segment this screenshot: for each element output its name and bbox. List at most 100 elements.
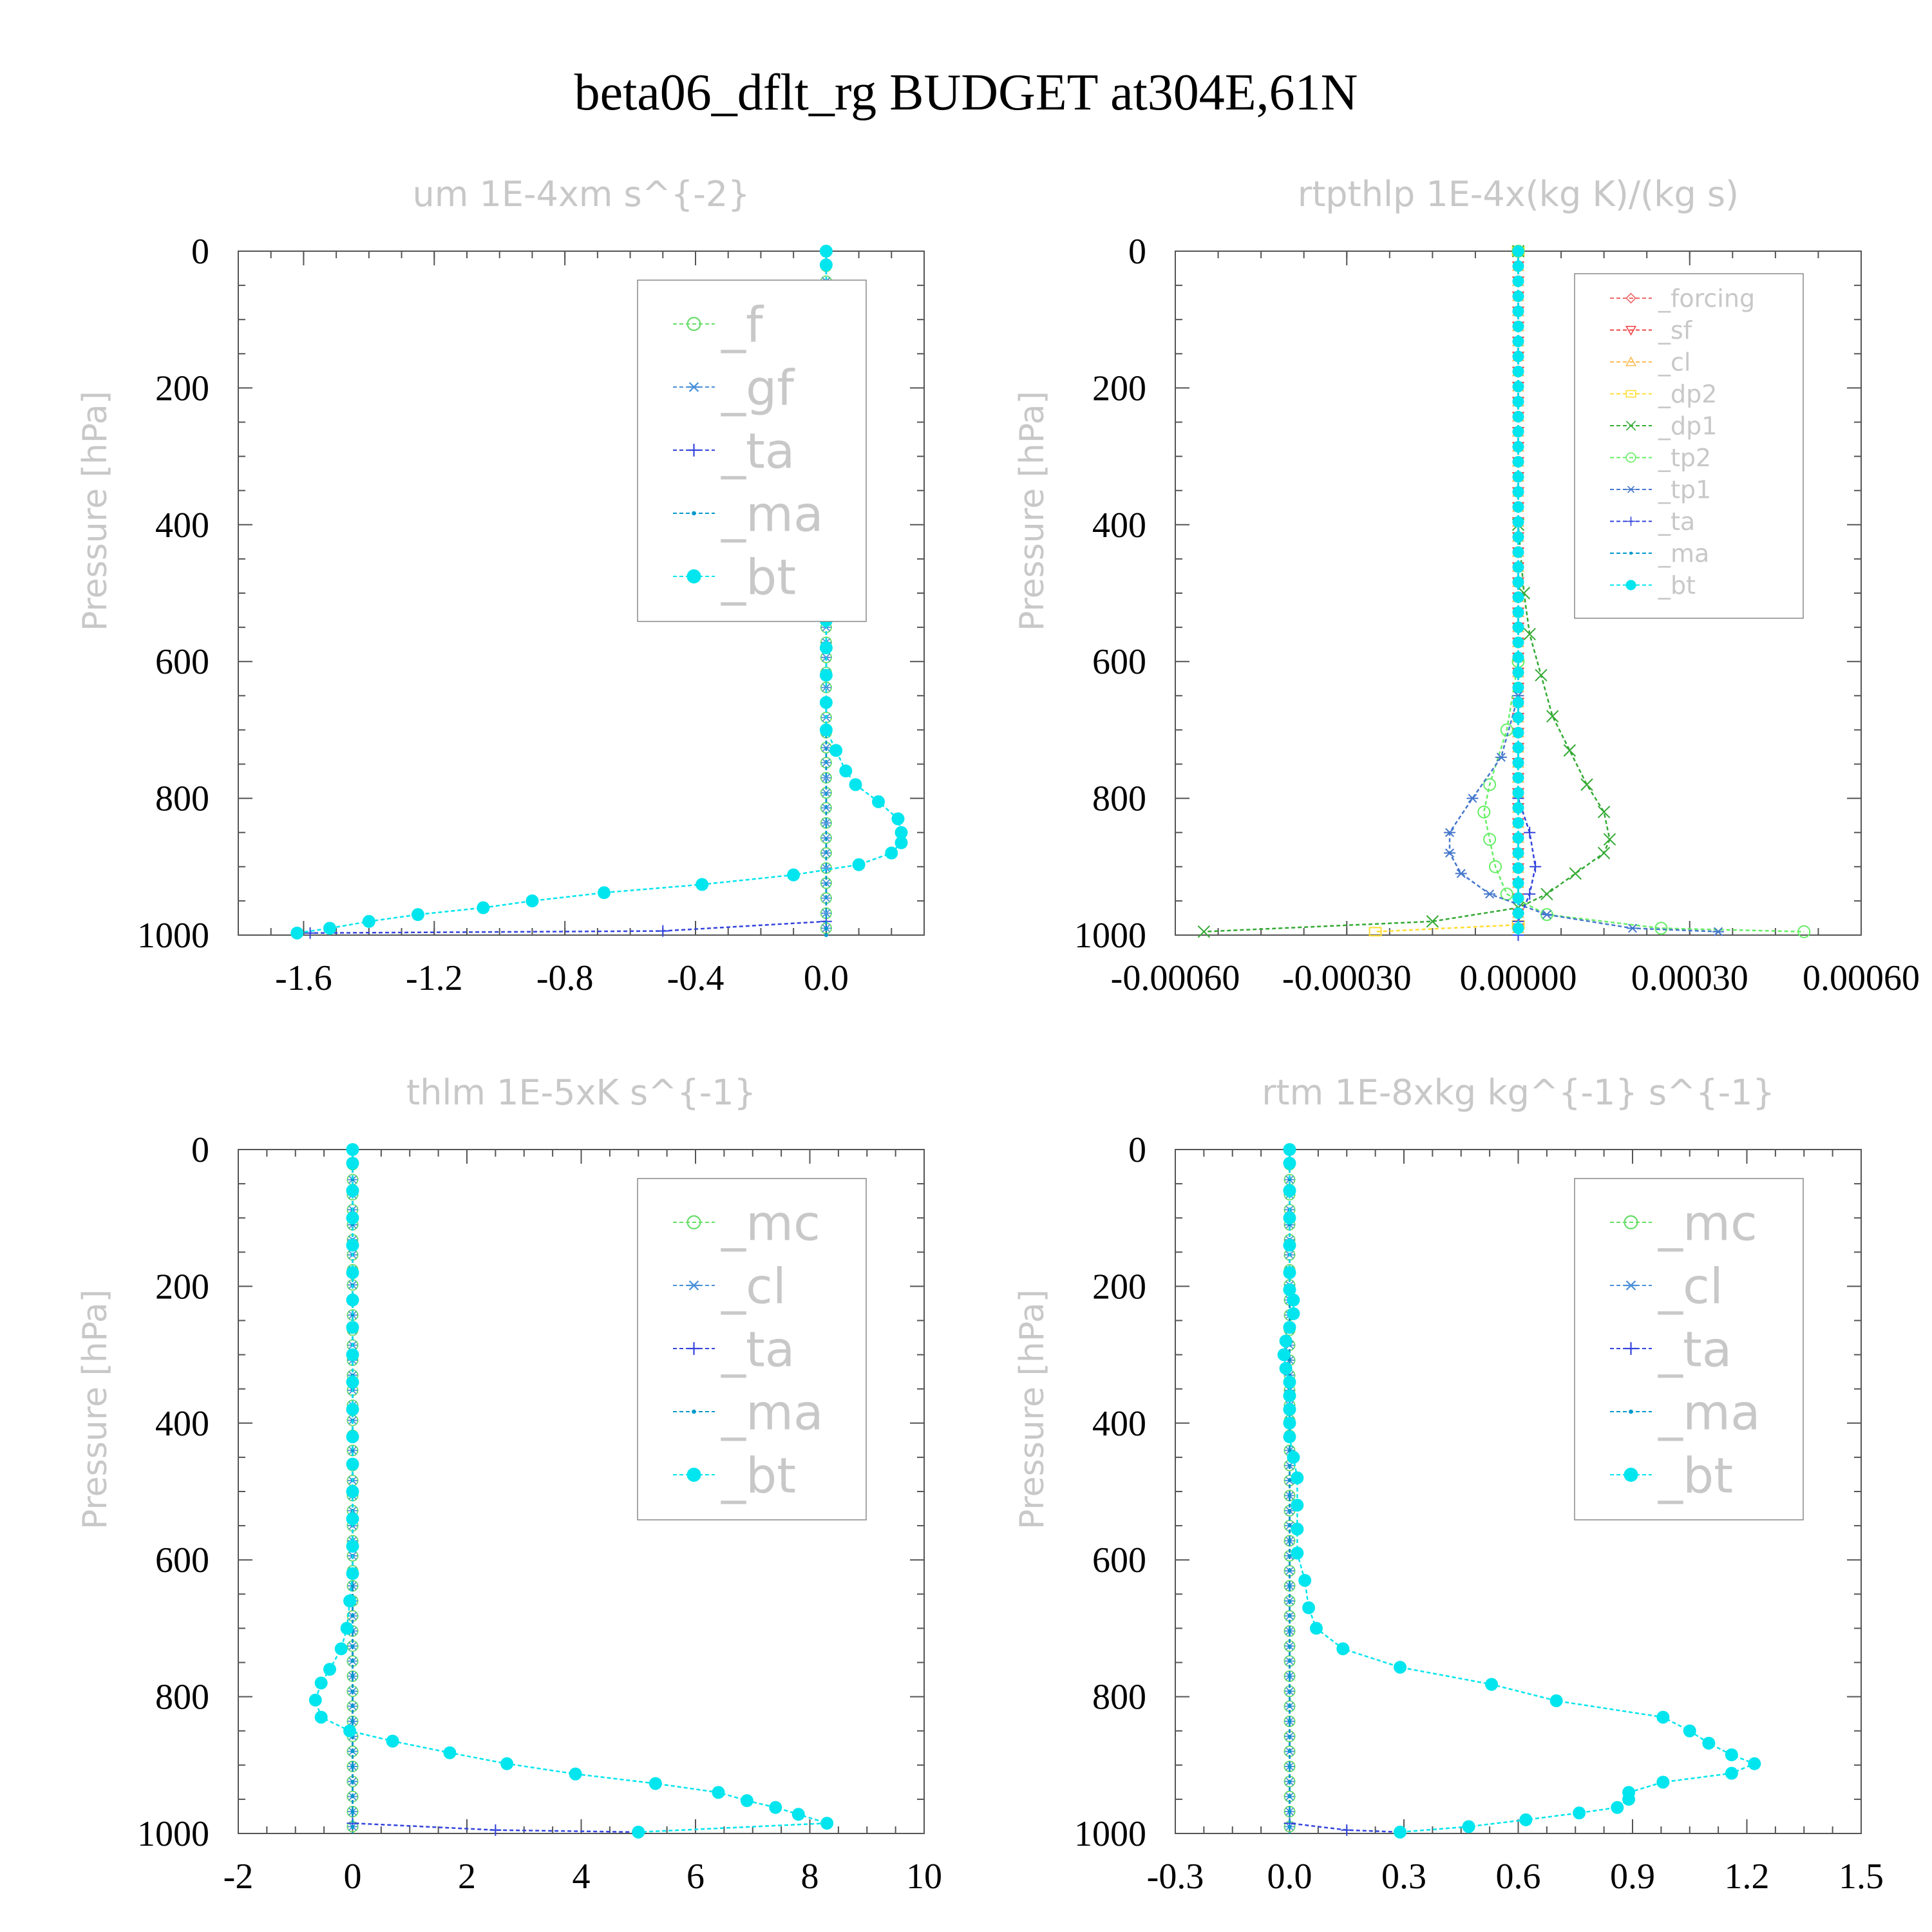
legend-swatch-marker	[1625, 421, 1636, 431]
legend-label: _ta	[1658, 507, 1695, 536]
data-point	[1466, 793, 1479, 803]
data-point	[346, 1567, 359, 1580]
data-point	[1283, 1321, 1296, 1334]
data-point	[1524, 888, 1536, 900]
data-point	[1483, 778, 1497, 791]
data-point	[526, 894, 539, 907]
data-point	[1279, 1334, 1293, 1348]
y-tick-label: 800	[155, 779, 209, 819]
data-point	[1444, 828, 1455, 837]
data-point	[1287, 1448, 1292, 1452]
data-point	[1512, 576, 1524, 589]
legend-label: _mc	[721, 1194, 820, 1251]
data-point	[1283, 1157, 1296, 1170]
data-point	[362, 914, 375, 928]
legend-label: _ma	[721, 1383, 824, 1441]
data-point	[1563, 744, 1577, 757]
data-point	[1512, 365, 1524, 377]
data-point	[820, 773, 831, 782]
legend-swatch-marker	[687, 1280, 701, 1291]
legend-label: _sf	[1658, 316, 1693, 345]
data-point	[852, 858, 866, 871]
data-point	[346, 1376, 359, 1389]
legend-label: _tp2	[1658, 444, 1711, 472]
data-point	[1444, 848, 1455, 858]
data-point	[1512, 726, 1524, 739]
data-point	[350, 1719, 355, 1723]
data-point	[1462, 1820, 1475, 1833]
legend-label: _bt	[721, 548, 796, 605]
data-point	[350, 1794, 355, 1799]
data-point	[1483, 833, 1497, 846]
y-tick-label: 600	[155, 1540, 209, 1580]
x-tick-label: 0.00060	[1803, 958, 1920, 998]
legend-label: _tp1	[1658, 476, 1711, 504]
legend-swatch-marker	[687, 444, 701, 457]
y-tick-label: 400	[155, 506, 209, 545]
x-tick-label: 8	[801, 1857, 819, 1897]
y-tick-label: 400	[155, 1404, 209, 1444]
data-point	[1512, 245, 1524, 257]
x-tick-label: 6	[687, 1857, 705, 1897]
data-point	[598, 886, 611, 900]
legend-label: _ta	[1658, 1320, 1732, 1378]
panel-title: rtm 1E-8xkg kg^{-1} s^{-1}	[1262, 1072, 1775, 1113]
data-point	[1512, 320, 1524, 332]
data-point	[820, 683, 831, 692]
data-point	[290, 926, 304, 940]
data-point	[787, 868, 800, 882]
data-point	[1287, 1644, 1292, 1648]
data-point	[1495, 752, 1507, 762]
data-point	[1291, 1471, 1304, 1484]
data-point	[1512, 802, 1524, 814]
data-point	[1656, 1710, 1670, 1724]
x-tick-label: 10	[906, 1857, 942, 1897]
series-line	[1289, 1150, 1401, 1833]
data-point	[1512, 877, 1524, 889]
data-point	[1797, 925, 1811, 938]
series-line	[1375, 251, 1519, 933]
data-point	[346, 1348, 359, 1361]
data-point	[1283, 1376, 1296, 1389]
data-point	[1287, 1749, 1292, 1754]
data-point	[1622, 1792, 1636, 1806]
data-point	[350, 1704, 355, 1709]
legend-label: _bt	[721, 1446, 796, 1504]
legend-swatch-marker	[692, 511, 696, 516]
data-point	[1287, 1450, 1300, 1464]
legend-label: _cl	[721, 1257, 786, 1314]
data-point	[1512, 772, 1524, 784]
legend-swatch-marker	[687, 1215, 701, 1229]
data-point	[657, 925, 669, 937]
legend-swatch-marker	[1625, 356, 1637, 366]
legend-label: _ma	[721, 485, 824, 542]
data-point	[1489, 860, 1502, 873]
legend-label: _f	[721, 296, 764, 353]
data-point	[304, 927, 316, 939]
data-point	[346, 1321, 359, 1334]
data-point	[1580, 778, 1593, 791]
data-point	[1287, 1719, 1292, 1723]
data-point	[346, 1403, 359, 1416]
data-point	[849, 778, 862, 791]
y-tick-label: 800	[1092, 1678, 1146, 1718]
data-point	[1283, 1266, 1296, 1280]
data-point	[819, 245, 833, 258]
legend-swatch-marker	[687, 1342, 701, 1355]
data-point	[819, 723, 833, 737]
data-point	[1512, 290, 1524, 303]
y-axis-label: Pressure [hPa]	[76, 1289, 115, 1530]
data-point	[769, 1801, 782, 1814]
y-tick-label: 200	[1092, 1267, 1146, 1307]
data-point	[819, 258, 833, 272]
data-point	[1512, 531, 1524, 543]
data-point	[1283, 1283, 1296, 1296]
data-point	[1512, 440, 1524, 453]
data-point	[712, 1786, 725, 1799]
legend-swatch-marker	[1629, 551, 1633, 555]
y-tick-label: 600	[155, 642, 209, 682]
data-point	[346, 1512, 359, 1526]
x-tick-label: -0.3	[1147, 1857, 1204, 1897]
data-point	[895, 826, 908, 839]
series-ta	[346, 1144, 645, 1838]
